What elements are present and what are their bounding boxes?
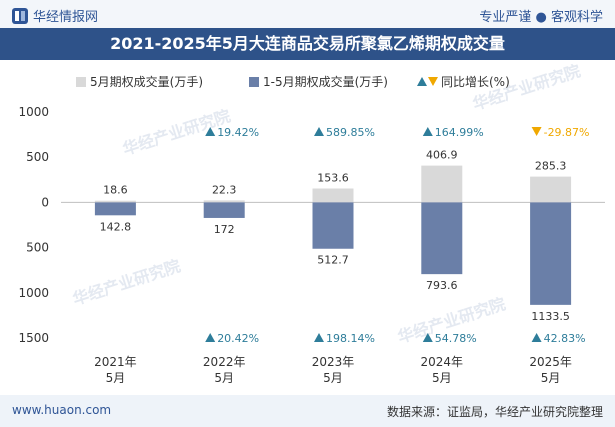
- x-tick-label-month: 5月: [541, 371, 561, 385]
- y-tick-label: 1000: [18, 286, 49, 300]
- top-bar: 华经情报网 专业严谨 ● 客观科学: [0, 0, 615, 28]
- growth-label-monthly: 19.42%: [217, 126, 259, 139]
- growth-up-icon: [314, 333, 324, 342]
- brand-logo-icon: [12, 7, 28, 24]
- tagline: 专业严谨 ● 客观科学: [479, 10, 603, 25]
- growth-up-icon: [314, 127, 324, 136]
- chart-title: 2021-2025年5月大连商品交易所聚氯乙烯期权成交量: [110, 34, 505, 53]
- y-tick-label: 0: [41, 195, 49, 209]
- y-tick-label: 500: [26, 150, 49, 164]
- bar-monthly: [421, 165, 463, 203]
- legend-label-cumulative: 1-5月期权成交量(万手): [263, 74, 388, 89]
- bar-cumulative: [312, 202, 354, 249]
- bar-label-cumulative: 793.6: [426, 279, 458, 292]
- bar-monthly: [312, 188, 354, 203]
- bar-cumulative: [203, 202, 245, 218]
- title-bar: 2021-2025年5月大连商品交易所聚氯乙烯期权成交量: [0, 28, 615, 60]
- footer-url: www.huaon.com: [12, 403, 112, 417]
- bar-label-monthly: 285.3: [535, 160, 567, 173]
- plot-area: 华经产业研究院 华经产业研究院 华经产业研究院 华经产业研究院 5月期权成交量(万手) 1…: [0, 60, 615, 395]
- growth-down-icon: [531, 127, 542, 136]
- growth-label-cumulative: 54.78%: [435, 332, 477, 345]
- legend-label-growth: 同比增长(%): [441, 75, 510, 89]
- x-tick-label-month: 5月: [214, 371, 234, 385]
- legend-up-triangle-icon: [417, 77, 427, 86]
- brand: 华经情报网: [12, 6, 98, 25]
- bar-cumulative: [530, 202, 572, 305]
- bar-label-monthly: 153.6: [317, 172, 349, 185]
- x-tick-label-year: 2023年: [312, 355, 355, 369]
- watermark-text: 华经产业研究院: [120, 106, 232, 159]
- bar-label-cumulative: 512.7: [317, 254, 349, 267]
- bar-monthly: [203, 200, 245, 203]
- bar-monthly: [94, 200, 136, 203]
- x-tick-label-year: 2022年: [203, 355, 246, 369]
- y-tick-label: 1500: [18, 331, 49, 345]
- x-tick-label-year: 2025年: [529, 355, 572, 369]
- growth-up-icon: [422, 127, 433, 136]
- growth-label-monthly: 164.99%: [435, 126, 484, 139]
- bar-label-monthly: 22.3: [212, 183, 237, 196]
- growth-label-monthly: 589.85%: [326, 126, 375, 139]
- bar-label-monthly: 406.9: [426, 149, 458, 162]
- watermark-text: 华经产业研究院: [70, 256, 182, 309]
- growth-up-icon: [531, 333, 542, 342]
- bar-monthly: [530, 176, 572, 203]
- footer-source: 数据来源：证监局，华经产业研究院整理: [386, 405, 603, 419]
- bar-label-cumulative: 1133.5: [531, 310, 570, 323]
- legend-label-monthly: 5月期权成交量(万手): [90, 74, 203, 89]
- y-tick-label: 500: [26, 241, 49, 255]
- footer: www.huaon.com 数据来源：证监局，华经产业研究院整理: [0, 395, 615, 427]
- x-tick-label-year: 2024年: [421, 355, 464, 369]
- legend-swatch-monthly: [76, 77, 86, 87]
- growth-label-cumulative: 42.83%: [544, 332, 586, 345]
- x-tick-label-year: 2021年: [94, 355, 137, 369]
- growth-up-icon: [422, 333, 433, 342]
- growth-label-cumulative: 198.14%: [326, 332, 375, 345]
- brand-name: 华经情报网: [33, 10, 99, 25]
- x-tick-label-month: 5月: [106, 371, 126, 385]
- growth-up-icon: [205, 333, 216, 342]
- legend-swatch-cumulative: [249, 77, 259, 87]
- bar-label-cumulative: 142.8: [100, 220, 132, 233]
- bar-label-monthly: 18.6: [103, 184, 128, 197]
- legend-down-triangle-icon: [428, 77, 438, 86]
- x-tick-label-month: 5月: [323, 371, 343, 385]
- growth-label-cumulative: 20.42%: [217, 332, 259, 345]
- bar-label-cumulative: 172: [214, 223, 235, 236]
- growth-up-icon: [205, 127, 216, 136]
- bar-cumulative: [421, 202, 463, 275]
- x-tick-label-month: 5月: [432, 371, 452, 385]
- growth-label-monthly: -29.87%: [544, 126, 590, 139]
- y-tick-label: 1000: [18, 105, 49, 119]
- bar-cumulative: [94, 202, 136, 216]
